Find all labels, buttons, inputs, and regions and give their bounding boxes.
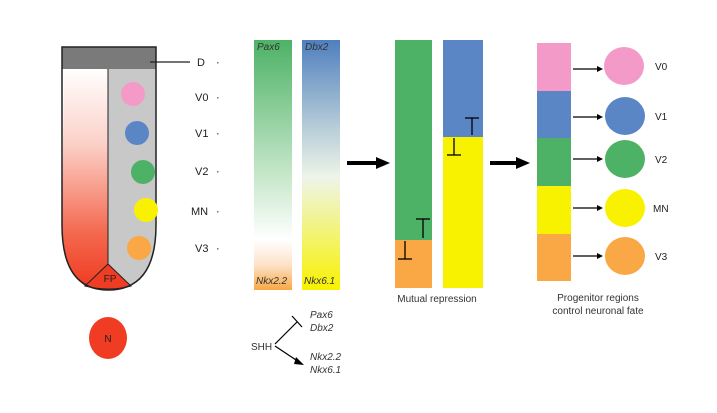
mn-neuron xyxy=(605,189,645,227)
label-v2: V2 xyxy=(195,166,208,178)
nkx61-label: Nkx6.1 xyxy=(304,276,335,287)
progenitor-caption-line1: Progenitor regions xyxy=(557,293,639,304)
shh-repressed-pax6: Pax6 xyxy=(310,310,333,321)
fate-arrows xyxy=(573,66,603,259)
shh-induced-nkx61: Nkx6.1 xyxy=(310,365,341,376)
v1-neuron xyxy=(605,97,645,135)
label-d: D xyxy=(197,57,205,69)
progenitor-column: V0 V1 V2 MN V3 Progenitor regions contro… xyxy=(537,43,669,317)
fate-label-mn: MN xyxy=(653,204,669,215)
v3-progenitor-block xyxy=(537,234,571,281)
v2-progenitor-dot xyxy=(131,160,155,184)
v0-neuron xyxy=(604,47,644,85)
pax6-nkx22-gradient-bar xyxy=(254,40,292,290)
gradient-bars: Pax6 Nkx2.2 Dbx2 Nkx6.1 xyxy=(254,40,340,290)
dbx2-domain-bar xyxy=(443,40,483,137)
mn-progenitor-dot xyxy=(134,198,158,222)
roof-plate xyxy=(62,47,156,69)
fate-label-v0: V0 xyxy=(655,62,668,73)
v3-neuron xyxy=(605,237,645,275)
shh-repressed-dbx2: Dbx2 xyxy=(310,323,334,334)
floor-plate-label: FP xyxy=(104,274,117,285)
v1-progenitor-block xyxy=(537,91,571,138)
dbx2-label: Dbx2 xyxy=(305,42,329,53)
shh-regulation: SHH Pax6 Dbx2 Nkx2.2 Nkx6.1 xyxy=(251,310,342,376)
label-v0: V0 xyxy=(195,92,208,104)
pax6-label: Pax6 xyxy=(257,42,280,53)
shh-repression-bar xyxy=(291,315,303,328)
neural-tube: FP D V0 V1 V2 MN V3 N xyxy=(61,46,219,359)
label-mn: MN xyxy=(191,206,208,218)
label-v3: V3 xyxy=(195,243,208,255)
v2-neuron xyxy=(605,140,645,178)
nkx22-domain-bar xyxy=(395,240,432,288)
repression-marks xyxy=(398,117,479,260)
nkx22-label: Nkx2.2 xyxy=(256,276,288,287)
label-v1: V1 xyxy=(195,128,208,140)
v0-progenitor-block xyxy=(537,43,571,91)
dbx2-nkx61-gradient-bar xyxy=(302,40,340,290)
v1-progenitor-dot xyxy=(125,121,149,145)
arrow-right-1 xyxy=(347,157,390,169)
fate-label-v1: V1 xyxy=(655,112,668,123)
nkx61-domain-bar xyxy=(443,137,483,288)
notochord-label: N xyxy=(104,334,111,345)
progenitor-caption-line2: control neuronal fate xyxy=(552,306,644,317)
mn-progenitor-block xyxy=(537,186,571,234)
mutual-repression-bars: Mutual repression xyxy=(395,40,483,305)
pax6-domain-bar xyxy=(395,40,432,240)
fate-label-v2: V2 xyxy=(655,155,668,166)
tube-left-half xyxy=(62,68,108,286)
v2-progenitor-block xyxy=(537,138,571,186)
v0-progenitor-dot xyxy=(121,82,145,106)
v3-progenitor-dot xyxy=(127,236,151,260)
shh-activation-arrowhead xyxy=(294,357,304,365)
tick-dots xyxy=(217,62,219,250)
shh-repression-branch xyxy=(274,321,298,345)
shh-activation-branch xyxy=(274,345,300,363)
shh-label: SHH xyxy=(251,342,272,353)
shh-induced-nkx22: Nkx2.2 xyxy=(310,352,342,363)
tube-right-half xyxy=(108,68,156,286)
fate-label-v3: V3 xyxy=(655,252,668,263)
tube-outline xyxy=(61,46,157,291)
mutual-repression-caption: Mutual repression xyxy=(397,294,476,305)
arrow-right-2 xyxy=(490,157,530,169)
notochord xyxy=(89,317,127,359)
